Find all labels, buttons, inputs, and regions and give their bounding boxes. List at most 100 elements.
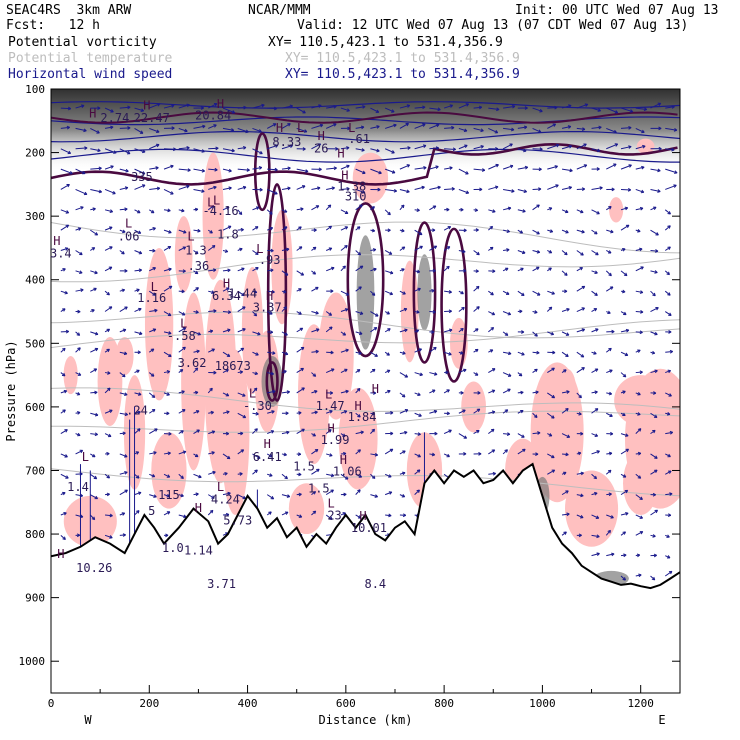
wind-arrow <box>591 229 598 235</box>
wind-arrow <box>208 168 218 171</box>
contour-value-label: 2.74 <box>100 111 129 125</box>
wind-arrow <box>237 449 244 455</box>
wind-arrow <box>385 412 394 414</box>
wind-arrow <box>384 209 391 216</box>
wind-arrow <box>488 428 495 434</box>
y-tick-label: 500 <box>25 337 45 350</box>
x-tick-label: 200 <box>139 697 159 710</box>
wind-arrow-head <box>315 328 320 332</box>
wind-arrow-head <box>478 105 483 110</box>
wind-arrow <box>650 370 658 374</box>
wind-arrow-head <box>491 449 496 453</box>
wind-arrow-head <box>202 124 206 129</box>
wind-arrow-head <box>372 248 377 252</box>
wind-arrow-head <box>231 148 235 153</box>
wind-arrow-head <box>461 306 465 311</box>
wind-arrow-head <box>555 143 560 148</box>
wind-arrow-head <box>274 167 278 172</box>
wind-arrow-head <box>66 183 70 188</box>
wind-arrow <box>281 144 293 150</box>
wind-arrow <box>252 267 259 272</box>
wind-arrow <box>75 289 84 292</box>
wind-arrow-head <box>667 513 672 518</box>
wind-arrow-head <box>641 165 645 170</box>
wind-arrow-head <box>268 511 272 515</box>
wind-arrow-head <box>550 331 555 336</box>
wind-arrow-head <box>227 268 231 273</box>
wind-arrow-head <box>152 267 156 271</box>
wind-arrow-head <box>342 433 346 437</box>
wind-arrow-head <box>608 492 612 497</box>
wind-arrow <box>119 168 129 172</box>
wind-arrow-head <box>271 410 275 414</box>
valid-time: Valid: 12 UTC Wed 07 Aug 13 (07 CDT Wed … <box>297 18 689 33</box>
wind-arrow-head <box>150 209 155 214</box>
wind-arrow-head <box>298 246 303 250</box>
wind-arrow-head <box>286 390 290 394</box>
wind-arrow-head <box>357 414 361 418</box>
wind-arrow-head <box>314 410 318 415</box>
wind-arrow-head <box>127 105 131 110</box>
wind-arrow <box>149 451 157 455</box>
wind-arrow <box>237 127 249 133</box>
wind-arrow-head <box>593 351 597 355</box>
wind-arrow <box>237 186 247 190</box>
wind-arrow-head <box>596 552 600 556</box>
wind-arrow <box>149 267 156 272</box>
wind-arrow <box>281 511 289 516</box>
wind-arrow-head <box>230 128 235 132</box>
wind-arrow-head <box>564 251 568 256</box>
wind-arrow <box>60 453 68 458</box>
wind-arrow-head <box>181 208 185 213</box>
wind-arrow-head <box>504 449 508 453</box>
wind-arrow <box>502 290 510 295</box>
wind-arrow <box>281 351 289 355</box>
wind-arrow <box>576 472 584 475</box>
wind-arrow-head <box>254 226 259 230</box>
wind-arrow <box>606 143 618 150</box>
wind-arrow-head <box>225 431 230 436</box>
wind-arrow-head <box>239 472 243 476</box>
wind-arrow <box>326 187 335 190</box>
wind-arrow-head <box>284 351 289 356</box>
wind-arrow <box>104 126 114 129</box>
wind-arrow-head <box>246 168 250 172</box>
wind-arrow <box>664 209 671 215</box>
wind-arrow-head <box>637 349 641 353</box>
wind-arrow-head <box>624 352 629 357</box>
wind-arrow <box>75 105 85 109</box>
wind-arrow-head <box>536 249 541 254</box>
contour-value-label: 1.99 <box>321 433 350 447</box>
wind-arrow-head <box>386 311 390 315</box>
wind-arrow <box>606 286 614 292</box>
extremum-marker: L <box>125 217 132 231</box>
wind-arrow-head <box>92 453 96 458</box>
wind-arrow <box>517 148 527 152</box>
contour-value-label: .93 <box>259 253 281 267</box>
wind-arrow <box>267 107 277 110</box>
wind-arrow-head <box>628 145 632 149</box>
wind-arrow <box>606 514 614 519</box>
wind-arrow-head <box>402 513 407 518</box>
wind-arrow <box>605 347 612 353</box>
wind-arrow <box>296 346 305 353</box>
wind-arrow-head <box>655 232 659 236</box>
wind-arrow-head <box>673 184 677 188</box>
wind-arrow-head <box>393 123 397 128</box>
wind-arrow-head <box>387 211 391 216</box>
wind-arrow-head <box>152 328 157 332</box>
wind-arrow-head <box>581 127 586 131</box>
wind-arrow-head <box>452 147 456 152</box>
wind-arrow <box>635 127 645 133</box>
wind-arrow-head <box>66 125 70 130</box>
wind-arrow <box>178 346 186 353</box>
wind-arrow-head <box>106 328 111 333</box>
wind-arrow-head <box>609 413 613 417</box>
wind-arrow-head <box>639 330 643 335</box>
y-tick-label: 300 <box>25 210 45 223</box>
wind-arrow <box>561 513 570 516</box>
wind-arrow-head <box>565 332 570 336</box>
wind-arrow <box>532 229 540 235</box>
extremum-marker: L <box>249 386 256 400</box>
wind-arrow-head <box>448 352 452 356</box>
